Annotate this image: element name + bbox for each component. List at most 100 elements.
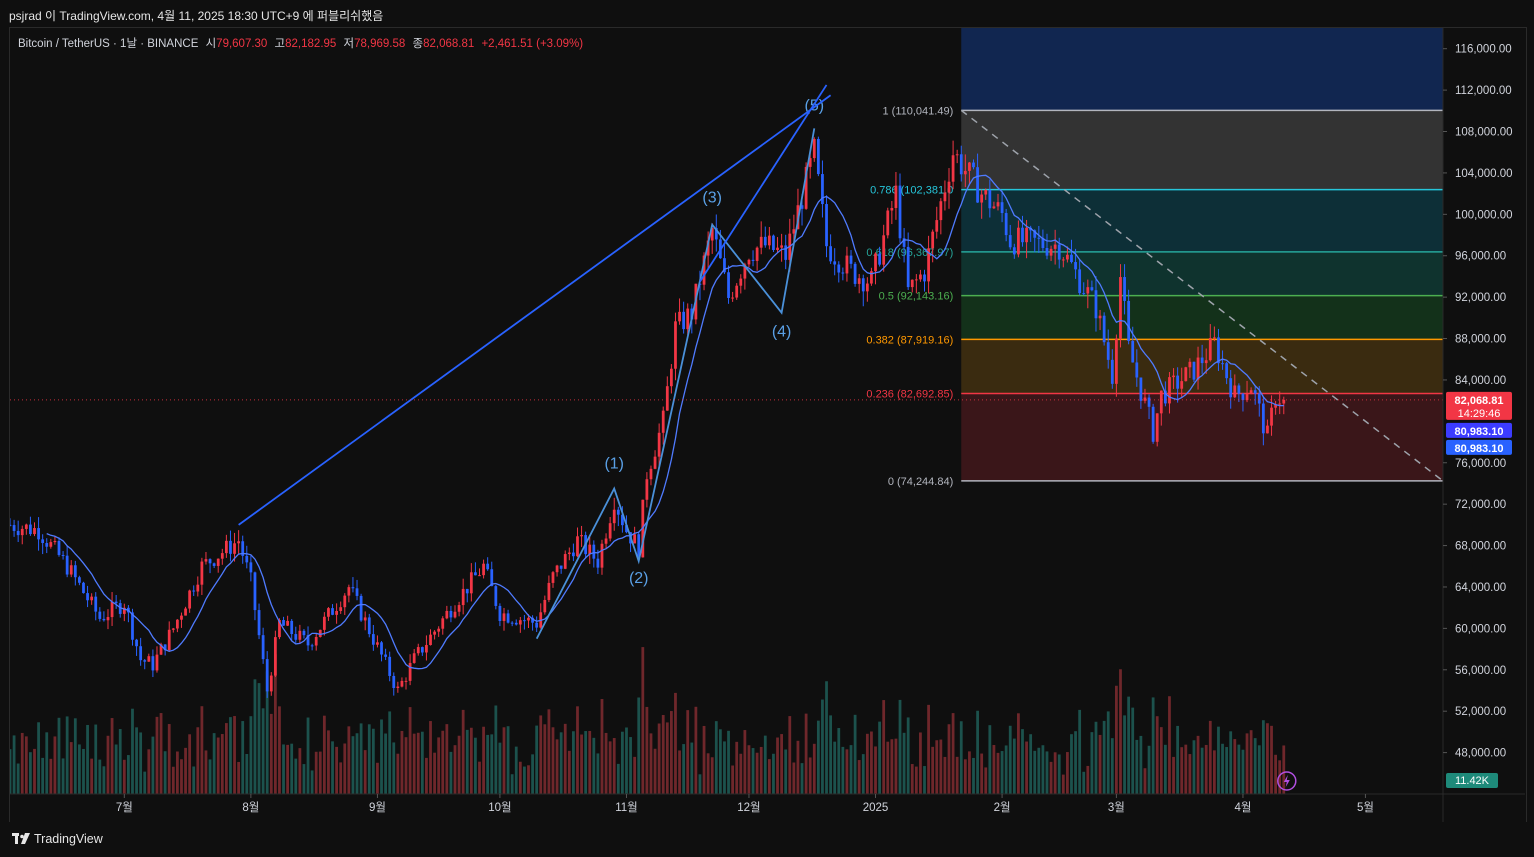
brand-name: TradingView bbox=[34, 832, 103, 846]
candle-body bbox=[674, 321, 677, 369]
candle-body bbox=[906, 246, 910, 288]
candle-body bbox=[1094, 290, 1098, 319]
candle-body bbox=[919, 274, 922, 280]
candle bbox=[433, 630, 436, 640]
elliott-wave-path bbox=[535, 128, 816, 640]
candle bbox=[1278, 391, 1282, 415]
volume-bar bbox=[392, 742, 396, 794]
candle bbox=[755, 246, 759, 271]
volume-bar bbox=[82, 748, 85, 794]
volume-bar bbox=[882, 700, 886, 794]
open-label: 시 bbox=[205, 38, 217, 50]
volume-bar bbox=[474, 737, 477, 794]
candle bbox=[380, 641, 383, 662]
candle bbox=[445, 605, 449, 620]
candle bbox=[269, 672, 273, 696]
volume-bar bbox=[923, 766, 926, 794]
candle-body bbox=[331, 608, 334, 615]
trend-line bbox=[238, 94, 832, 526]
candle bbox=[241, 535, 245, 564]
candle-body bbox=[10, 524, 12, 526]
volume-bar bbox=[1200, 747, 1204, 794]
candle-body bbox=[290, 620, 294, 635]
volume-bar bbox=[339, 762, 343, 794]
candle-body bbox=[433, 631, 436, 635]
candle bbox=[229, 530, 232, 562]
candle bbox=[49, 538, 53, 549]
volume-bar bbox=[78, 744, 81, 794]
volume-bar bbox=[249, 716, 253, 794]
candle-body bbox=[739, 278, 743, 286]
volume-bar bbox=[29, 752, 32, 794]
volume-bar bbox=[229, 717, 232, 794]
candle bbox=[404, 677, 408, 690]
candle bbox=[245, 545, 249, 569]
candle-body bbox=[1208, 338, 1212, 361]
candle-body bbox=[188, 590, 192, 609]
volume-bar bbox=[314, 751, 318, 794]
volume-bar bbox=[592, 737, 596, 794]
volume-bar bbox=[600, 699, 604, 794]
volume-bar bbox=[621, 731, 624, 794]
candle bbox=[812, 137, 816, 162]
candle-body bbox=[273, 637, 277, 676]
candle-body bbox=[416, 647, 420, 654]
alert-lightning-icon[interactable] bbox=[1277, 771, 1297, 791]
candle bbox=[1176, 367, 1180, 403]
candle bbox=[1249, 387, 1253, 395]
candle bbox=[543, 595, 547, 615]
volume-bar bbox=[269, 713, 273, 794]
volume-bar bbox=[1221, 743, 1224, 794]
volume-bar bbox=[963, 759, 967, 794]
volume-bar bbox=[1098, 734, 1102, 794]
candle bbox=[955, 149, 959, 164]
volume-bar bbox=[347, 726, 351, 794]
candle-body bbox=[302, 630, 306, 636]
volume-bar bbox=[135, 727, 138, 794]
elliott-wave-label: (4) bbox=[772, 324, 792, 341]
candle bbox=[306, 626, 310, 651]
volume-bar bbox=[763, 735, 767, 794]
volume-bar bbox=[327, 730, 330, 794]
candle-body bbox=[412, 653, 416, 663]
candle bbox=[376, 635, 379, 648]
candle bbox=[865, 277, 869, 302]
tradingview-brand[interactable]: TradingView bbox=[12, 832, 103, 846]
volume-bar bbox=[478, 761, 481, 794]
candle-body bbox=[1082, 293, 1086, 295]
candle-body bbox=[731, 297, 735, 299]
volume-bar bbox=[669, 711, 673, 794]
volume-bar bbox=[1151, 697, 1155, 794]
volume-bar bbox=[559, 732, 563, 794]
candle-body bbox=[996, 202, 1000, 207]
candle bbox=[384, 648, 387, 660]
candle-body bbox=[131, 612, 134, 640]
candle bbox=[1225, 361, 1229, 385]
volume-bar bbox=[584, 731, 588, 794]
candle bbox=[959, 145, 963, 182]
candle bbox=[980, 189, 984, 219]
candle bbox=[12, 519, 16, 537]
candle-body bbox=[1086, 287, 1090, 294]
volume-bar bbox=[1278, 760, 1282, 794]
candle-body bbox=[804, 166, 808, 209]
candle bbox=[1049, 245, 1053, 262]
volume-bar bbox=[180, 759, 183, 794]
volume-bar bbox=[678, 750, 681, 794]
candle-body bbox=[1008, 235, 1012, 248]
candle-body bbox=[870, 271, 873, 284]
candle-body bbox=[457, 605, 461, 612]
volume-bar bbox=[1037, 747, 1041, 794]
volume-bar bbox=[919, 732, 922, 794]
candle bbox=[510, 621, 514, 627]
fib-level-label: 0.236 (82,692.85) bbox=[866, 388, 953, 400]
candle-body bbox=[755, 247, 759, 261]
candle-body bbox=[1172, 375, 1175, 378]
y-tick-label: 56,000.00 bbox=[1455, 665, 1506, 677]
candle-body bbox=[943, 192, 947, 202]
candle-body bbox=[776, 247, 779, 251]
candle-body bbox=[69, 565, 73, 575]
candle-body bbox=[1245, 394, 1249, 401]
volume-bar bbox=[914, 766, 918, 794]
